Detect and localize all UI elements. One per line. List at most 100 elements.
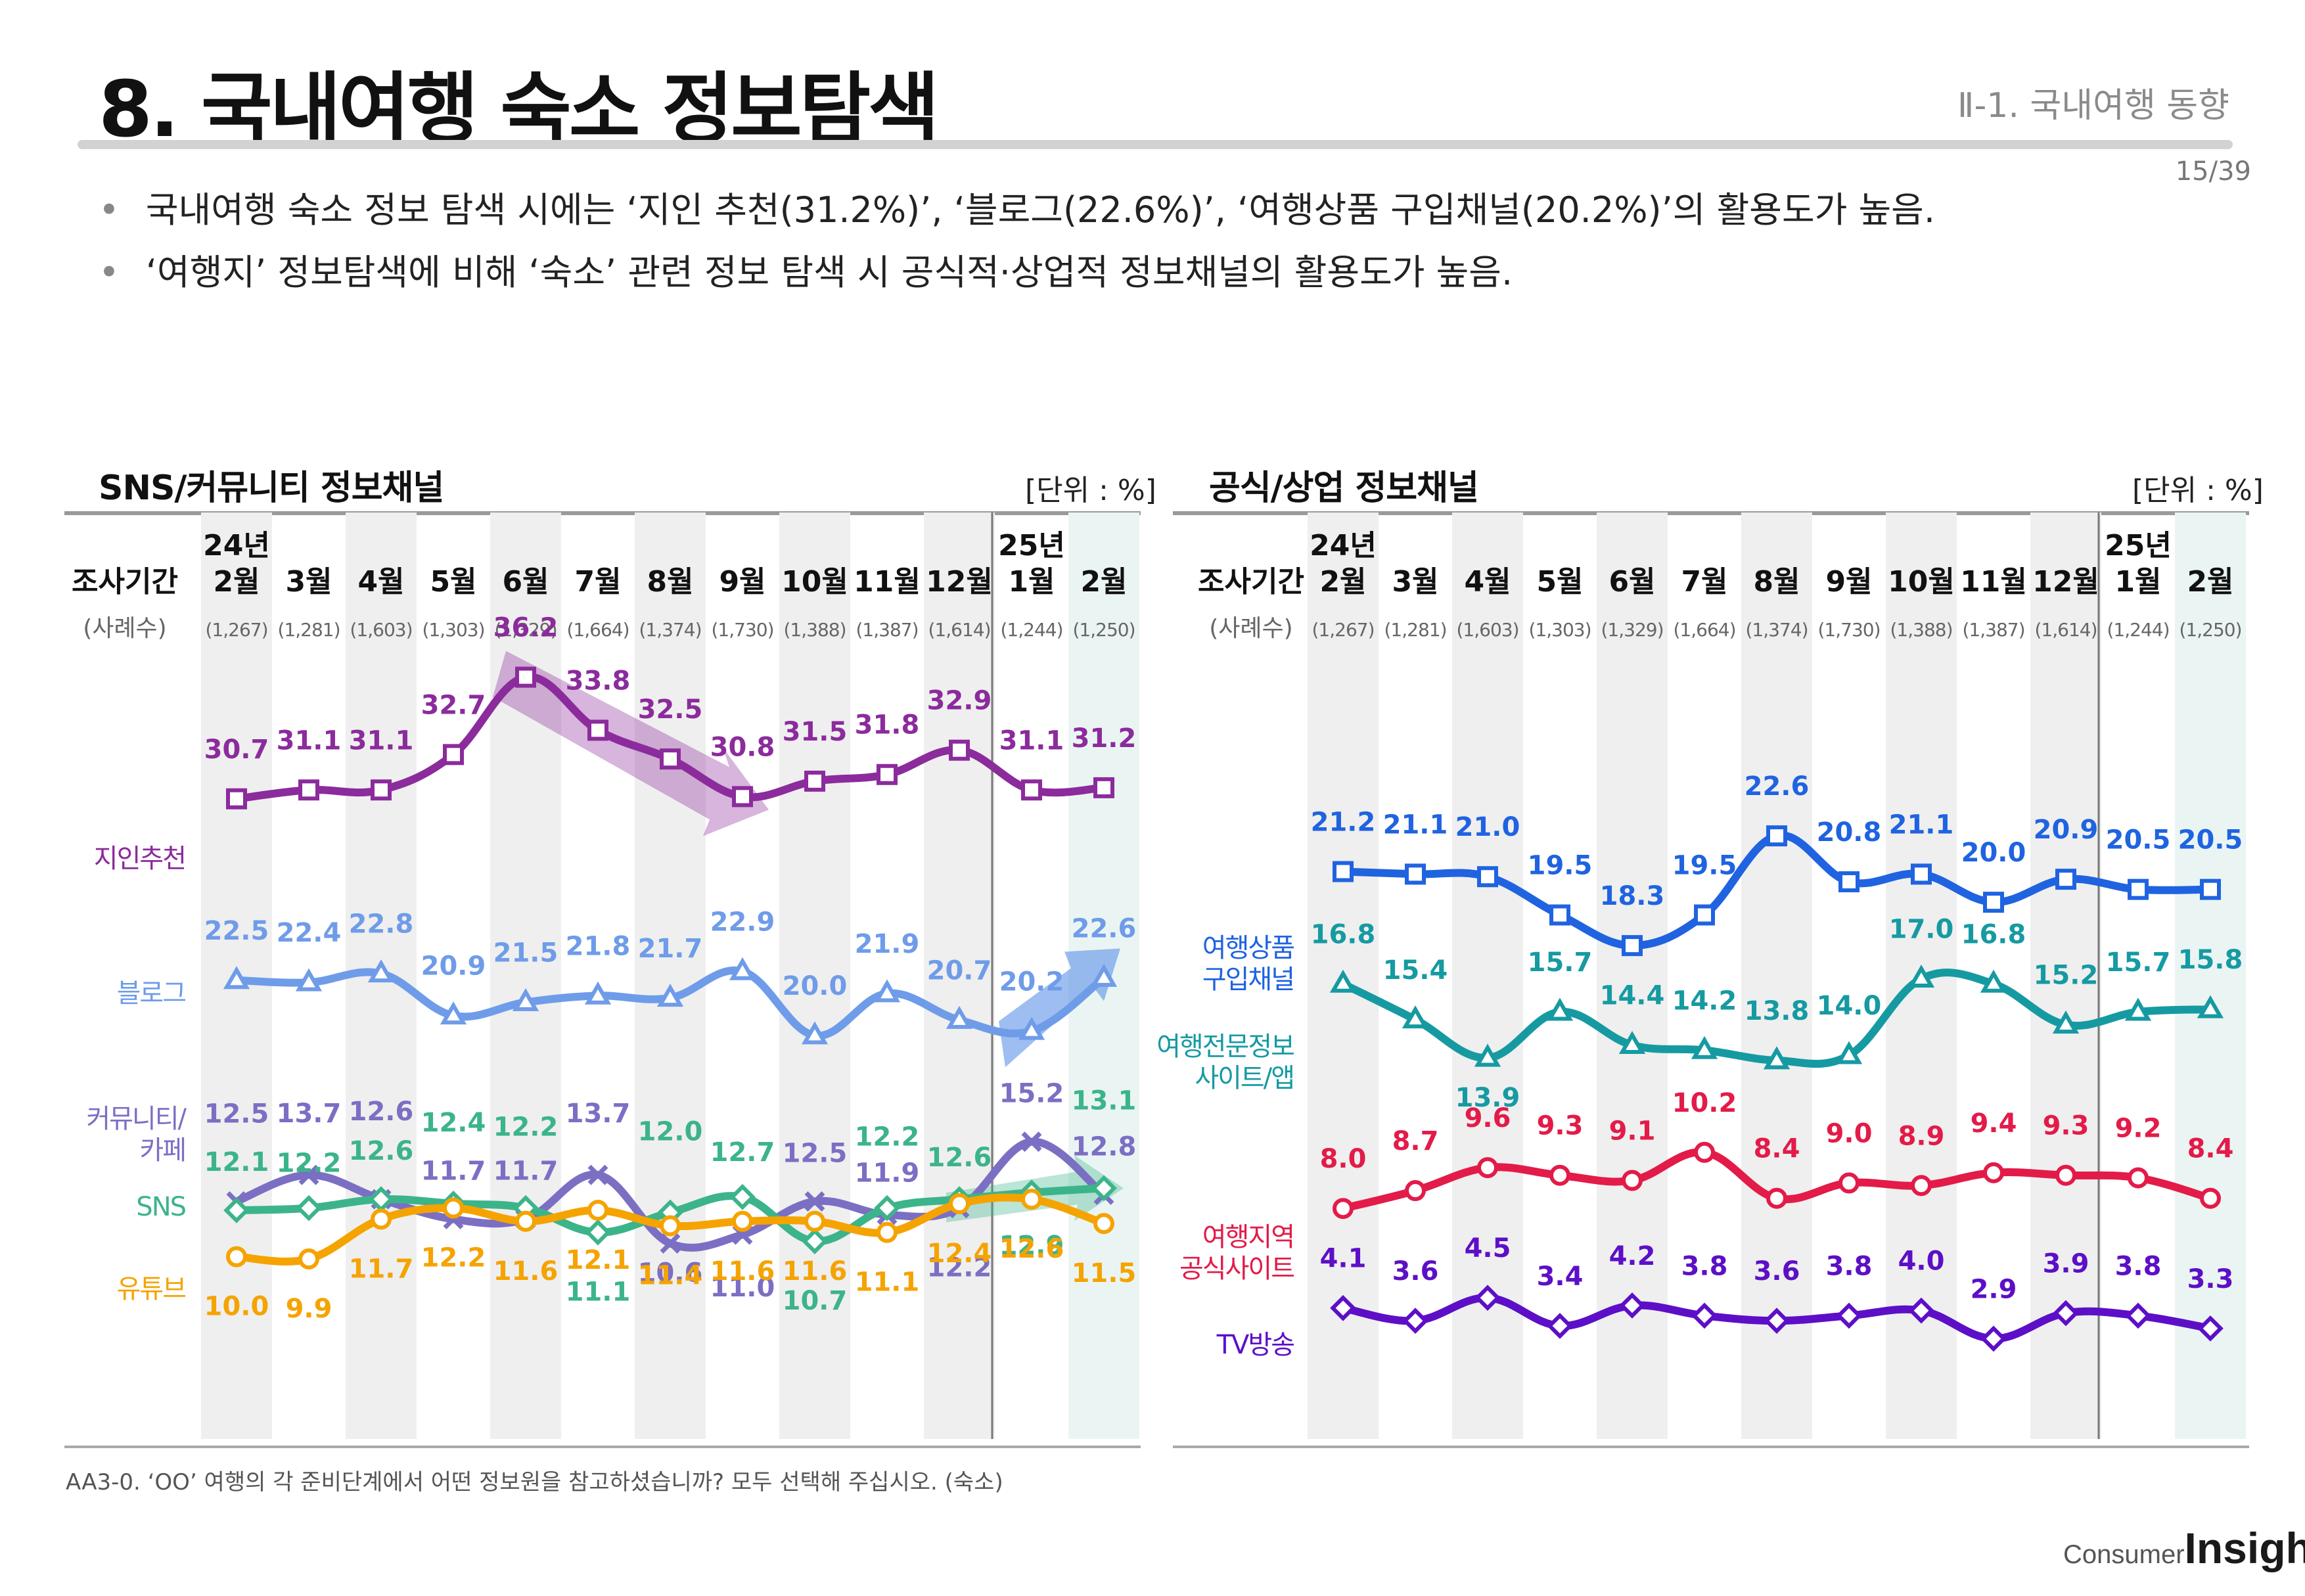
data-point [660,1215,681,1237]
sample-size-label: (1,614) [2034,619,2097,641]
year-label: 25년 [998,529,1065,562]
data-point [585,1219,611,1246]
data-label: 20.0 [1961,838,2026,868]
data-label: 30.7 [204,735,269,765]
series-name-label: 공식사이트 [1179,1254,1294,1284]
data-point [1980,969,2007,993]
data-point [2197,1315,2224,1342]
data-label: 19.5 [1672,851,1737,881]
data-label: 3.8 [2115,1251,2162,1281]
data-label: 9.3 [1537,1111,1584,1141]
data-point [371,779,392,801]
right-chart-unit: [단위 : %] [2132,474,2264,507]
month-label: 1월 [1008,565,1055,599]
data-label: 20.5 [2178,825,2243,855]
data-label: 9.2 [2115,1114,2162,1144]
data-point [2125,1302,2151,1329]
data-label: 22.8 [349,909,414,940]
data-point [1763,1046,1791,1070]
data-point [1622,1170,1643,1191]
data-point [2128,878,2149,900]
data-label: 12.4 [421,1108,486,1138]
data-label: 8.4 [2187,1134,2234,1164]
month-label: 7월 [574,565,621,599]
data-point [1546,997,1574,1021]
data-label: 8.7 [1392,1126,1439,1156]
data-label: 22.6 [1745,771,1810,802]
data-point [2052,1010,2080,1034]
data-label: 20.9 [421,951,486,982]
data-label: 12.6 [927,1143,992,1173]
data-label: 21.8 [566,931,631,961]
section-label: Ⅱ-1. 국내여행 동향 [1957,86,2229,125]
data-label: 20.5 [2106,825,2171,855]
year-label: 24년 [1310,529,1377,562]
data-label: 12.6 [349,1097,414,1127]
data-label: 11.6 [710,1256,775,1287]
month-label: 12월 [926,565,993,599]
sample-size-label: (1,387) [856,619,918,641]
data-label: 31.1 [277,725,342,756]
month-label: 7월 [1681,565,1727,599]
data-label: 11.4 [638,1261,703,1291]
data-label: 15.8 [2178,945,2243,975]
data-point [2200,1187,2221,1209]
data-label: 12.7 [710,1137,775,1168]
data-point [1838,871,1860,892]
sample-size-label: (1,387) [1962,619,2024,641]
month-label: 2월 [2187,565,2233,599]
bullet-dot: • [99,252,120,293]
data-point [949,739,970,761]
data-point [732,1210,753,1232]
series-name-label: 지인추천 [94,844,185,874]
data-label: 21.1 [1383,809,1448,840]
data-label: 13.8 [1745,996,1810,1026]
data-label: 11.7 [421,1156,486,1186]
month-label: 3월 [285,565,332,599]
data-label: 12.9 [999,1231,1064,1261]
month-label: 11월 [854,565,921,599]
data-label: 13.9 [1455,1083,1520,1113]
data-point [1911,1175,1932,1197]
data-point [1021,1189,1042,1210]
data-label: 36.2 [493,613,559,643]
data-label: 8.4 [1754,1134,1800,1164]
data-label: 3.8 [1681,1251,1728,1281]
data-point [295,968,323,992]
data-point [2197,995,2224,1018]
data-label: 20.7 [927,955,992,986]
data-label: 4.5 [1465,1233,1511,1264]
data-point [1980,1325,2007,1352]
data-label: 9.0 [1826,1118,1873,1149]
data-point [1838,1172,1860,1194]
data-label: 31.2 [1072,723,1137,754]
column-band [779,513,850,1439]
data-label: 11.6 [493,1256,559,1287]
data-label: 3.4 [1537,1262,1584,1292]
data-point [298,1248,319,1270]
data-label: 22.9 [710,907,775,937]
data-label: 4.0 [1898,1246,1945,1277]
data-label: 12.8 [1072,1131,1137,1162]
month-label: 5월 [430,565,476,599]
data-label: 3.3 [2187,1264,2234,1294]
sample-label: (사례수) [83,615,166,642]
bullet-dot: • [99,189,120,231]
sample-size-label: (1,244) [2107,619,2169,641]
data-label: 14.4 [1600,981,1665,1011]
month-label: 4월 [357,565,404,599]
title-divider [78,140,2233,149]
sample-size-label: (1,250) [1072,619,1135,641]
data-point [443,744,464,765]
data-label: 8.9 [1898,1121,1945,1151]
data-label: 12.2 [927,1253,992,1283]
month-label: 10월 [781,565,848,599]
data-label: 13.7 [277,1099,342,1129]
data-label: 15.2 [999,1079,1064,1109]
right-chart-base-rule [1173,1446,2249,1448]
data-point [1983,892,2004,913]
data-point [1619,1292,1645,1319]
month-label: 4월 [1464,565,1511,599]
data-point [804,1191,825,1212]
sample-size-label: (1,730) [1817,619,1880,641]
